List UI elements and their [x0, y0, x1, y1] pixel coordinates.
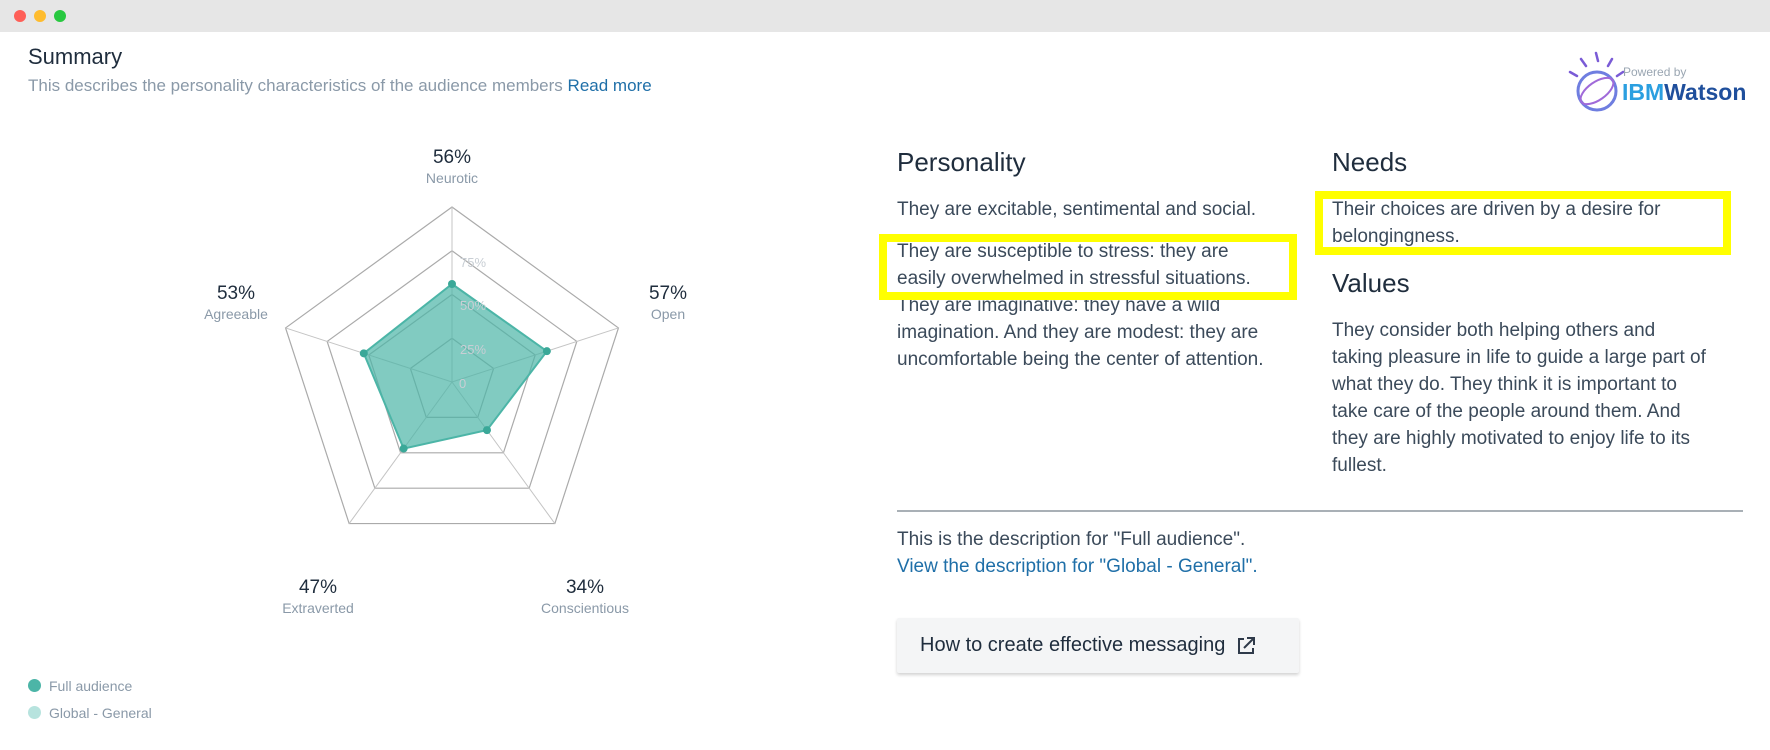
neurotic-value: 56%	[433, 147, 471, 168]
audience-description-note: This is the description for "Full audien…	[897, 526, 1258, 580]
summary-description-text: This describes the personality character…	[28, 76, 563, 95]
tick-50: 50%	[460, 298, 486, 313]
legend-item-full-audience[interactable]: Full audience	[28, 672, 152, 699]
legend-item-global-general[interactable]: Global - General	[28, 699, 152, 726]
window-titlebar	[0, 0, 1770, 32]
highlight-box-personality	[879, 234, 1297, 300]
personality-paragraph-3: They are imaginative: they have a wild i…	[897, 295, 1264, 370]
radar-grid-ring	[326, 250, 578, 489]
radar-grid-ring	[284, 206, 620, 525]
minimize-window-button[interactable]	[34, 10, 46, 22]
extraverted-value: 47%	[299, 577, 337, 598]
chart-legend: Full audience Global - General	[28, 672, 152, 726]
read-more-link[interactable]: Read more	[567, 76, 652, 95]
legend-swatch-global-general	[28, 706, 41, 719]
view-global-general-link[interactable]: View the description for "Global - Gener…	[897, 556, 1258, 577]
agreeable-label: Agreeable	[204, 306, 268, 322]
section-divider	[897, 510, 1743, 512]
open-label: Open	[651, 306, 685, 322]
personality-heading: Personality	[897, 147, 1026, 177]
tick-25: 25%	[460, 342, 486, 357]
highlight-box-needs	[1315, 191, 1731, 255]
radar-point-conscientious[interactable]	[482, 426, 491, 435]
effective-messaging-button[interactable]: How to create effective messaging	[897, 618, 1299, 673]
conscientious-label: Conscientious	[541, 600, 629, 616]
agreeable-value: 53%	[217, 283, 255, 304]
powered-by-label: Powered by	[1623, 65, 1687, 79]
neurotic-label: Neurotic	[426, 170, 478, 186]
values-paragraph: They consider both helping others and ta…	[1332, 320, 1706, 476]
summary-title: Summary	[28, 44, 123, 69]
legend-swatch-full-audience	[28, 679, 41, 692]
needs-paragraph: Their choices are driven by a desire for…	[1332, 199, 1661, 247]
ibm-watson-wordmark: IBMWatson	[1622, 79, 1747, 105]
external-link-icon	[1238, 636, 1256, 654]
personality-radar-chart: 75% 50% 25% 0 56% Neurotic 57% Open 34% …	[204, 147, 687, 616]
conscientious-value: 34%	[566, 577, 604, 598]
close-window-button[interactable]	[14, 10, 26, 22]
radar-point-neurotic[interactable]	[448, 280, 456, 288]
personality-paragraph-2: They are susceptible to stress: they are…	[897, 241, 1251, 289]
tick-0: 0	[459, 376, 466, 391]
radar-point-extraverted[interactable]	[399, 444, 408, 453]
summary-panel: Summary This describes the personality c…	[0, 32, 1770, 750]
watson-globe-icon	[1568, 51, 1625, 112]
needs-heading: Needs	[1332, 147, 1408, 177]
open-value: 57%	[649, 283, 687, 304]
summary-description: This describes the personality character…	[28, 76, 652, 96]
values-heading: Values	[1332, 268, 1410, 298]
effective-messaging-label: How to create effective messaging	[920, 634, 1226, 656]
radar-point-agreeable[interactable]	[359, 349, 368, 358]
extraverted-label: Extraverted	[282, 600, 354, 616]
radar-point-open[interactable]	[542, 347, 551, 356]
personality-paragraph-1: They are excitable, sentimental and soci…	[897, 199, 1257, 220]
tick-75: 75%	[460, 255, 486, 270]
powered-by-ibm-watson-logo: Powered by IBMWatson	[1560, 48, 1750, 118]
full-audience-area	[362, 282, 549, 450]
maximize-window-button[interactable]	[54, 10, 66, 22]
